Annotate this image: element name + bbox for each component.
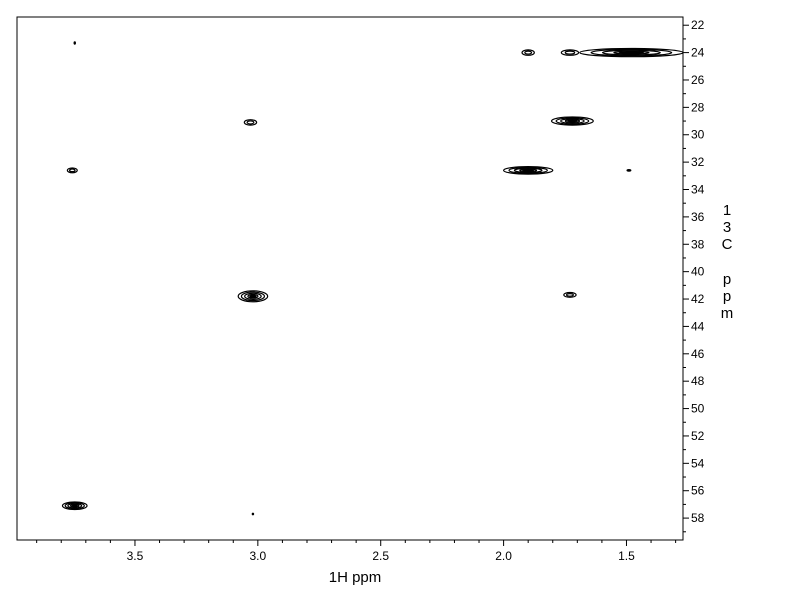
contour-peak <box>61 501 88 511</box>
x-axis-title: 1H ppm <box>329 569 382 586</box>
y-axis-title-char: p <box>723 271 731 288</box>
contour-ring <box>563 291 577 298</box>
y-tick-label: 30 <box>691 128 705 142</box>
contour-peak-dot <box>251 512 255 516</box>
x-tick-label: 2.0 <box>495 549 512 563</box>
contour-peak <box>237 290 269 303</box>
contour-ring <box>240 291 266 302</box>
y-tick-label: 46 <box>691 347 705 361</box>
contour-peak <box>560 49 580 56</box>
contour-peak <box>563 291 577 298</box>
contour-ring <box>61 501 88 511</box>
contour-peak-dot <box>73 41 76 45</box>
contour-core <box>618 51 645 54</box>
contour-ring <box>69 503 80 508</box>
y-axis-title-char: p <box>723 288 731 305</box>
y-tick-label: 44 <box>691 319 705 333</box>
contour-ring <box>244 292 262 300</box>
x-tick-label: 3.5 <box>127 549 144 563</box>
y-tick-label: 48 <box>691 374 705 388</box>
contour-ring <box>513 167 543 174</box>
contour-ring <box>565 293 574 297</box>
y-tick-label: 42 <box>691 292 705 306</box>
contour-core <box>522 169 535 172</box>
contour-core <box>71 504 78 507</box>
y-tick-label: 54 <box>691 456 705 470</box>
contour-peak <box>66 167 78 174</box>
contour-ring <box>66 167 78 174</box>
y-axis: 22 24 26 28 30 32 34 36 38 40 42 44 46 48 50 52 54 56 58 <box>683 18 705 533</box>
y-tick-label: 38 <box>691 237 705 251</box>
y-tick-label: 32 <box>691 155 705 169</box>
y-axis-title-char: 3 <box>723 219 731 236</box>
contour-ring <box>564 50 576 55</box>
y-axis-title-char: 1 <box>723 202 731 219</box>
x-tick-label: 3.0 <box>249 549 266 563</box>
y-tick-label: 26 <box>691 73 705 87</box>
contour-ring <box>560 118 585 124</box>
contour-ring <box>613 50 650 55</box>
peaks-layer <box>61 41 684 516</box>
contour-ring <box>246 120 255 125</box>
contour-ring <box>502 165 554 175</box>
y-tick-label: 22 <box>691 18 705 32</box>
contour-core <box>567 119 578 123</box>
y-tick-label: 50 <box>691 402 705 416</box>
contour-ring <box>237 290 269 303</box>
plot-frame <box>16 16 684 541</box>
contour-ring <box>64 502 85 510</box>
y-tick-label: 36 <box>691 210 705 224</box>
contour-ring <box>243 119 258 126</box>
contour-ring <box>247 293 259 299</box>
y-tick-label: 24 <box>691 46 705 60</box>
contour-ring <box>601 49 661 56</box>
contour-ring <box>68 168 76 173</box>
contour-peak <box>550 116 594 126</box>
x-tick-label: 1.5 <box>618 549 635 563</box>
contour-ring <box>555 117 590 125</box>
contour-ring <box>524 50 533 55</box>
contour-peak-dot <box>626 168 632 172</box>
contour-ring <box>560 49 580 56</box>
y-tick-label: 52 <box>691 429 705 443</box>
y-tick-label: 58 <box>691 511 705 525</box>
contour-ring <box>521 49 535 56</box>
y-tick-label: 34 <box>691 183 705 197</box>
x-axis: 3.5 3.0 2.5 2.0 1.5 <box>36 540 677 563</box>
y-axis-title-char: m <box>721 305 734 322</box>
contour-peak <box>626 168 632 172</box>
contour-ring <box>590 48 673 57</box>
y-tick-label: 40 <box>691 265 705 279</box>
contour-peak <box>73 41 76 45</box>
contour-peak <box>521 49 535 56</box>
contour-peak <box>502 165 554 175</box>
contour-peak <box>251 512 255 516</box>
contour-peak <box>243 119 258 126</box>
y-tick-label: 56 <box>691 484 705 498</box>
contour-core <box>249 294 257 298</box>
contour-ring <box>67 503 83 509</box>
x-tick-label: 2.5 <box>372 549 389 563</box>
y-tick-label: 28 <box>691 100 705 114</box>
contour-ring <box>550 116 594 126</box>
contour-ring <box>519 168 538 173</box>
contour-ring <box>564 119 581 124</box>
contour-ring <box>508 166 548 174</box>
y-axis-title-char: C <box>722 236 733 253</box>
